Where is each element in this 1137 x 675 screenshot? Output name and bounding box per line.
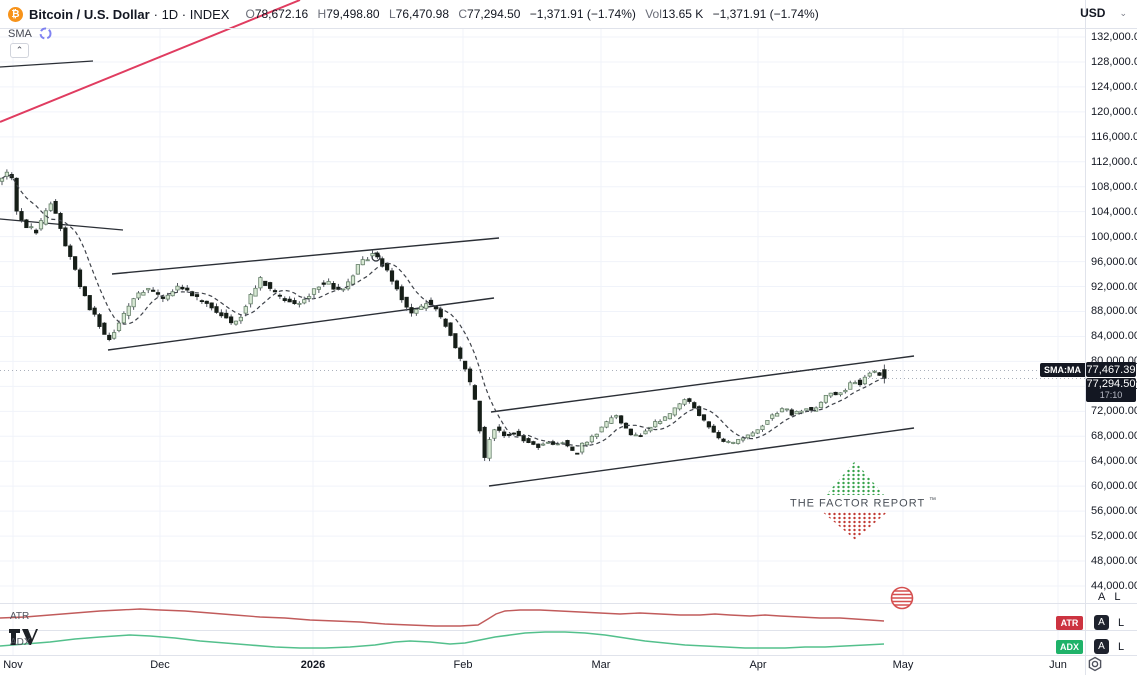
gear-icon[interactable]	[1087, 656, 1103, 672]
time-scale-label: Nov	[3, 659, 23, 671]
close-label: C	[458, 7, 468, 21]
price-scale-label: 100,000.00	[1091, 230, 1137, 243]
price-scale-label: 116,000.00	[1091, 130, 1137, 143]
atr-auto-scale-button[interactable]: A	[1094, 615, 1109, 630]
price-scale-axis[interactable]: 132,000.00 128,000.00 124,000.00 120,000.00…	[1085, 28, 1137, 655]
price-scale-label: 48,000.00	[1091, 555, 1137, 568]
price-scale-label: 72,000.00	[1091, 405, 1137, 418]
watermark-text: THE FACTOR REPORT ™	[790, 497, 936, 510]
time-scale-label: May	[892, 659, 914, 671]
low-label: L	[388, 7, 396, 21]
last-price-tag: 77,294.50 17:10	[1086, 378, 1136, 402]
watermark-title: THE FACTOR REPORT	[790, 497, 925, 510]
adx-log-scale-button[interactable]: L	[1118, 640, 1125, 653]
watermark-red-triangle-icon	[822, 511, 888, 540]
price-scale-label: 52,000.00	[1091, 530, 1137, 543]
time-scale-label: Apr	[749, 659, 767, 671]
currency-label: USD	[1080, 6, 1106, 20]
tradingview-logo[interactable]	[8, 626, 38, 648]
time-scale-axis[interactable]: Nov Dec 2026 Feb Mar Apr May Jun	[0, 656, 1085, 675]
price-scale-label: 44,000.00	[1091, 579, 1137, 592]
atr-value-badge: ATR	[1056, 616, 1083, 630]
auto-scale-button[interactable]: A	[1098, 591, 1106, 603]
currency-dropdown[interactable]: USD ⌄	[1080, 6, 1127, 20]
time-scale-label: 2026	[300, 659, 326, 671]
time-scale-label: Jun	[1049, 659, 1067, 671]
adx-pane-label[interactable]: ADX	[10, 637, 31, 648]
change-value: −1,371.91 (−1.74%)	[529, 7, 636, 21]
close-value: 77,294.50	[467, 7, 521, 21]
price-scale-label: 60,000.00	[1091, 480, 1137, 493]
trademark-symbol: ™	[929, 497, 938, 504]
volume-value: 13.65 K	[661, 7, 704, 21]
price-scale-label: 132,000.00	[1091, 31, 1137, 43]
price-scale-label: 112,000.00	[1091, 155, 1137, 168]
price-scale-label: 128,000.00	[1091, 55, 1137, 68]
chevron-down-icon: ⌄	[1119, 7, 1127, 18]
bar-countdown: 17:10	[1099, 390, 1123, 400]
high-label: H	[317, 7, 327, 21]
factor-report-watermark: THE FACTOR REPORT ™	[790, 461, 936, 541]
last-price-value: 77,294.50	[1086, 378, 1136, 390]
volume-label: Vol	[645, 7, 662, 21]
price-scale-label: 96,000.00	[1091, 255, 1137, 268]
sma-value-tag: 77,467.39	[1086, 362, 1136, 377]
time-scale-label: Mar	[591, 659, 611, 671]
adx-auto-scale-button[interactable]: A	[1094, 639, 1109, 654]
atr-log-scale-button[interactable]: L	[1118, 616, 1125, 629]
price-scale-label: 64,000.00	[1091, 455, 1137, 468]
price-scale-label: 68,000.00	[1091, 430, 1137, 443]
globe-logo-icon	[890, 586, 914, 610]
volume-change-value: −1,371.91 (−1.74%)	[712, 7, 819, 21]
bitcoin-icon: ₿	[8, 6, 23, 22]
high-value: 79,498.80	[326, 7, 380, 21]
ohlc-values: O78,672.16 H79,498.80 L76,470.98 C77,294…	[239, 7, 818, 21]
adx-pane-scale-buttons: A L	[1094, 639, 1124, 654]
price-pane-scale-buttons: A L	[1098, 591, 1120, 603]
symbol-header: ₿ Bitcoin / U.S. Dollar · 1D · INDEX O78…	[0, 0, 1137, 28]
collapse-legend-button[interactable]: ⌃	[10, 43, 29, 58]
price-scale-label: 120,000.00	[1091, 105, 1137, 118]
sma-axis-tag: SMA:MA	[1040, 363, 1085, 377]
watermark-green-triangle-icon	[826, 461, 884, 495]
symbol-title[interactable]: Bitcoin / U.S. Dollar	[29, 6, 150, 22]
time-scale-label: Feb	[453, 659, 473, 671]
symbol-interval-exchange[interactable]: · 1D · INDEX	[153, 6, 230, 22]
sma-indicator-label: SMA	[8, 27, 32, 40]
low-value: 76,470.98	[395, 7, 450, 21]
loading-spinner-icon	[39, 27, 52, 40]
price-scale-label: 88,000.00	[1091, 305, 1137, 318]
price-scale-label: 104,000.00	[1091, 205, 1137, 218]
atr-pane-label[interactable]: ATR	[10, 611, 30, 622]
adx-value-badge: ADX	[1056, 640, 1083, 654]
open-value: 78,672.16	[254, 7, 309, 21]
price-scale-label: 92,000.00	[1091, 280, 1137, 293]
indicator-legend-sma[interactable]: SMA	[8, 27, 52, 40]
open-label: O	[245, 7, 255, 21]
log-scale-button[interactable]: L	[1114, 591, 1121, 603]
price-scale-label: 84,000.00	[1091, 330, 1137, 343]
price-scale-label: 124,000.00	[1091, 80, 1137, 93]
atr-pane-scale-buttons: A L	[1094, 615, 1124, 630]
price-scale-label: 56,000.00	[1091, 505, 1137, 518]
time-scale-label: Dec	[150, 659, 170, 671]
price-scale-label: 108,000.00	[1091, 180, 1137, 193]
